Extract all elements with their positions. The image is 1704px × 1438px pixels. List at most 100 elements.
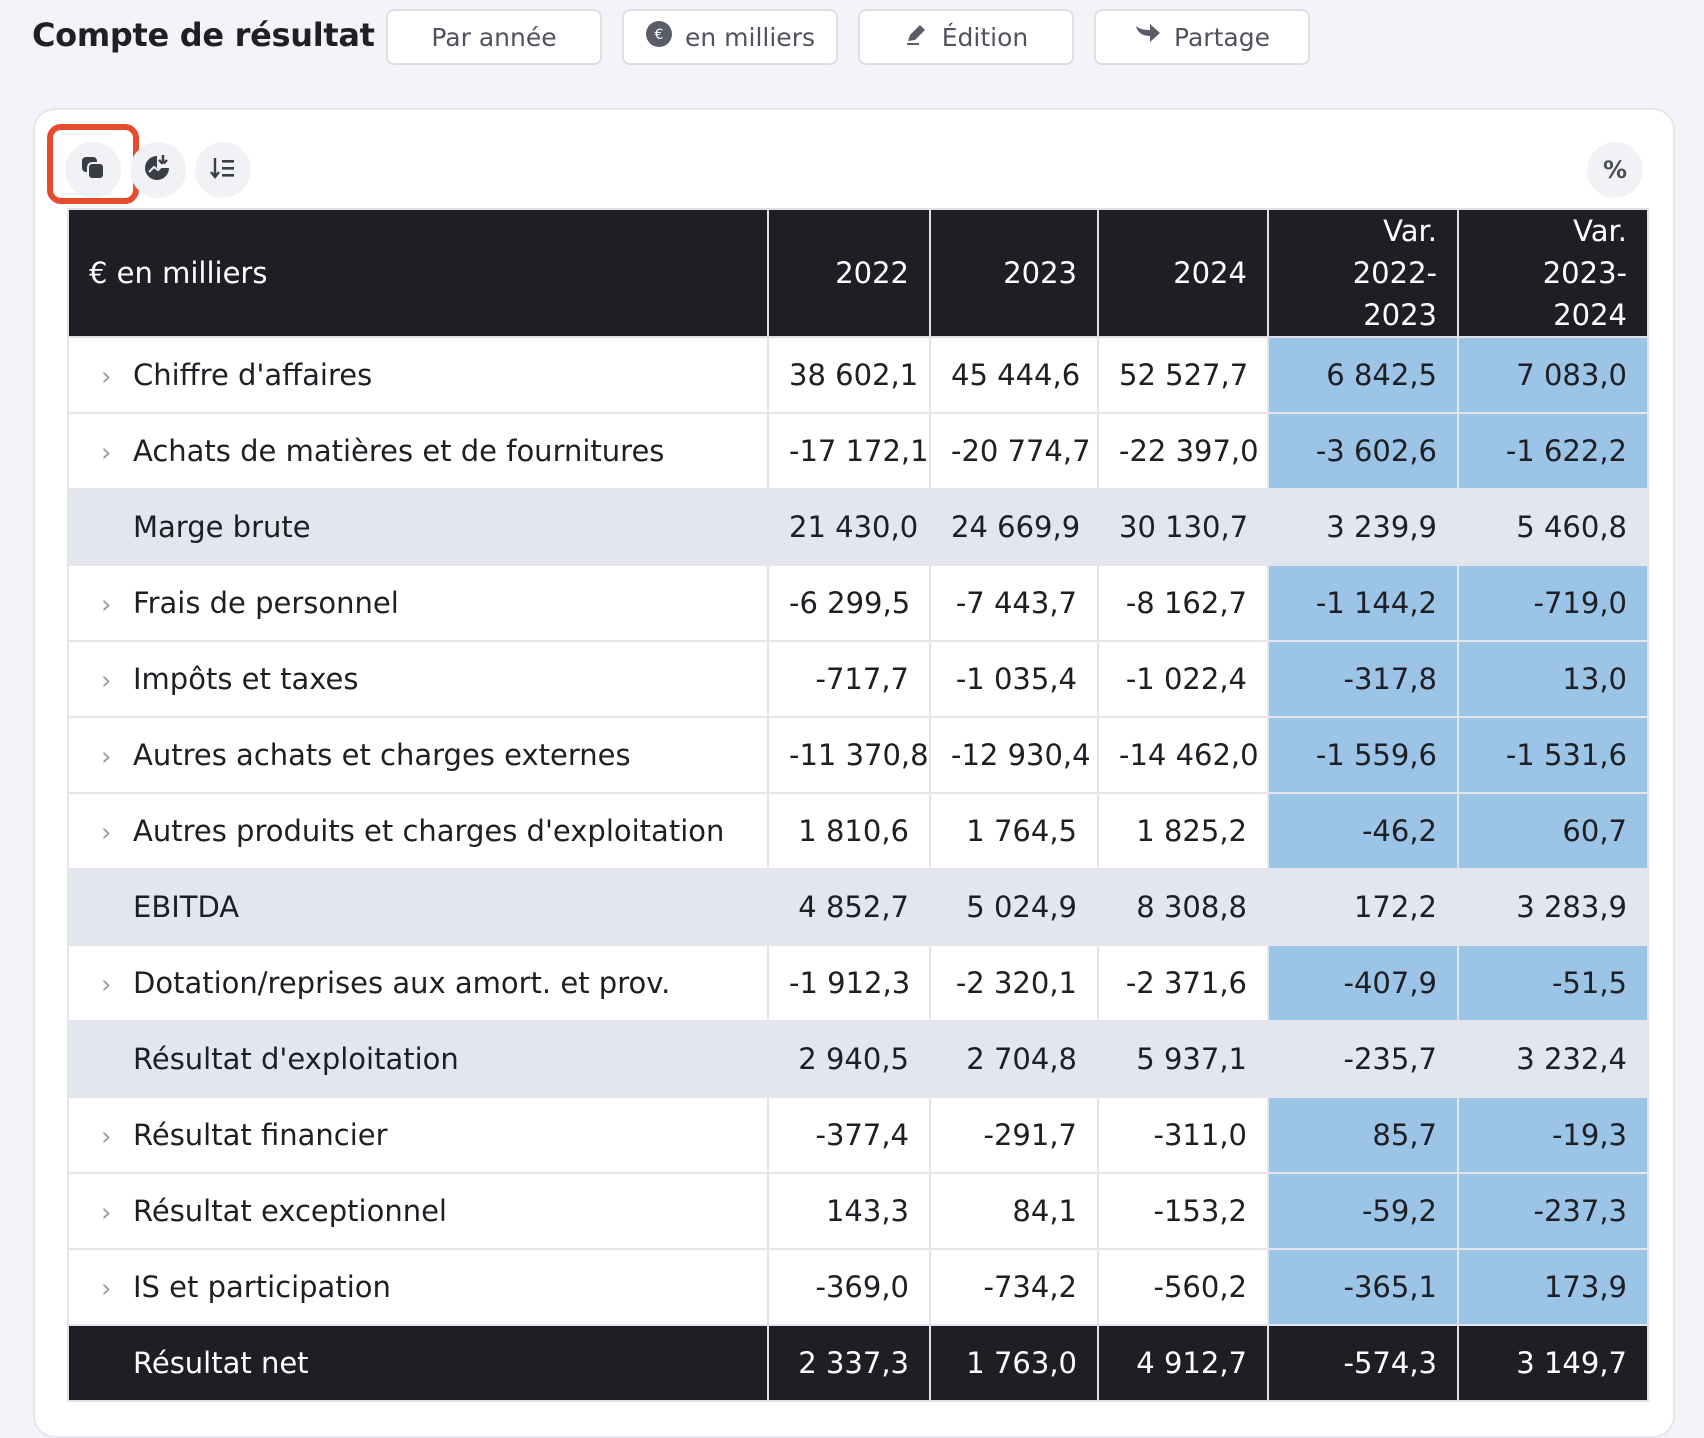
period-button-label: Par année: [431, 22, 557, 52]
variation-2023-2024: 3 232,4: [1457, 1020, 1649, 1098]
variation-2023-2024: 13,0: [1457, 640, 1649, 718]
row-label: Résultat financier: [133, 1118, 388, 1152]
income-statement-card: % € en milliers 2022 2023 2024 Var. 2022…: [33, 108, 1675, 1438]
variation-2022-2023: 172,2: [1267, 868, 1459, 946]
copy-button[interactable]: [65, 142, 121, 198]
value-2024: 30 130,7: [1097, 488, 1269, 566]
value-2023: -20 774,7: [929, 412, 1099, 490]
chevron-right-icon[interactable]: ›: [101, 1198, 112, 1228]
row-label: EBITDA: [133, 890, 240, 924]
chevron-right-icon[interactable]: ›: [101, 742, 112, 772]
period-button[interactable]: Par année: [386, 9, 602, 65]
column-header-var-2022-2023-line2: 2022-2023: [1352, 256, 1437, 332]
table-row[interactable]: › Résultat exceptionnel 143,3 84,1 -153,2…: [67, 1172, 1649, 1250]
row-label: Chiffre d'affaires: [133, 358, 373, 392]
table-row[interactable]: › Autres produits et charges d'exploitati…: [67, 792, 1649, 870]
variation-2022-2023: -574,3: [1267, 1324, 1459, 1402]
euro-coin-icon: €: [645, 20, 673, 54]
chart-download-button[interactable]: [130, 142, 186, 198]
row-label: Frais de personnel: [133, 586, 399, 620]
share-button-label: Partage: [1174, 22, 1270, 52]
value-2022: 4 852,7: [767, 868, 931, 946]
row-label-cell: Résultat d'exploitation: [67, 1020, 769, 1098]
income-statement-table: € en milliers 2022 2023 2024 Var. 2022-2…: [67, 208, 1649, 1402]
value-2024: 5 937,1: [1097, 1020, 1269, 1098]
row-label-cell: › Achats de matières et de fournitures: [67, 412, 769, 490]
variation-2023-2024: -19,3: [1457, 1096, 1649, 1174]
chevron-right-icon[interactable]: ›: [101, 590, 112, 620]
variation-2022-2023: -1 559,6: [1267, 716, 1459, 794]
variation-2022-2023: 85,7: [1267, 1096, 1459, 1174]
variation-2023-2024: 5 460,8: [1457, 488, 1649, 566]
variation-2022-2023: -59,2: [1267, 1172, 1459, 1250]
row-label: Résultat exceptionnel: [133, 1194, 447, 1228]
table-row[interactable]: › IS et participation -369,0 -734,2 -560,…: [67, 1248, 1649, 1326]
row-label: Autres produits et charges d'exploitatio…: [133, 814, 725, 848]
value-2022: -11 370,8: [767, 716, 931, 794]
value-2023: 45 444,6: [929, 336, 1099, 414]
table-row[interactable]: › Frais de personnel -6 299,5 -7 443,7 -8…: [67, 564, 1649, 642]
column-header-var-2022-2023: Var. 2022-2023: [1267, 208, 1459, 338]
variation-2022-2023: -1 144,2: [1267, 564, 1459, 642]
table-row[interactable]: › Dotation/reprises aux amort. et prov. -…: [67, 944, 1649, 1022]
chart-download-icon: [143, 153, 173, 187]
subtotal-row: Marge brute 21 430,0 24 669,9 30 130,7 3…: [67, 488, 1649, 566]
chevron-right-icon[interactable]: ›: [101, 970, 112, 1000]
variation-2023-2024: -237,3: [1457, 1172, 1649, 1250]
value-2023: -12 930,4: [929, 716, 1099, 794]
chevron-right-icon[interactable]: ›: [101, 1274, 112, 1304]
top-bar: Compte de résultat Par année € en millie…: [0, 0, 1704, 90]
percent-toggle-label: %: [1602, 156, 1628, 184]
page-title: Compte de résultat: [32, 16, 375, 54]
chevron-right-icon[interactable]: ›: [101, 818, 112, 848]
value-2024: 8 308,8: [1097, 868, 1269, 946]
column-header-var-2023-2024: Var. 2023-2024: [1457, 208, 1649, 338]
variation-2023-2024: 3 283,9: [1457, 868, 1649, 946]
value-2024: -2 371,6: [1097, 944, 1269, 1022]
chevron-right-icon[interactable]: ›: [101, 362, 112, 392]
share-button[interactable]: Partage: [1094, 9, 1310, 65]
edit-button[interactable]: Édition: [858, 9, 1074, 65]
value-2023: -1 035,4: [929, 640, 1099, 718]
row-label: Dotation/reprises aux amort. et prov.: [133, 966, 671, 1000]
row-label: Résultat net: [133, 1346, 309, 1380]
value-2024: -8 162,7: [1097, 564, 1269, 642]
value-2022: -6 299,5: [767, 564, 931, 642]
row-label-cell: › Autres achats et charges externes: [67, 716, 769, 794]
chevron-right-icon[interactable]: ›: [101, 1122, 112, 1152]
column-header-label: € en milliers: [67, 208, 769, 338]
value-2022: -377,4: [767, 1096, 931, 1174]
table-row[interactable]: › Impôts et taxes -717,7 -1 035,4 -1 022,…: [67, 640, 1649, 718]
table-row[interactable]: › Résultat financier -377,4 -291,7 -311,0…: [67, 1096, 1649, 1174]
sort-button[interactable]: [195, 142, 251, 198]
value-2023: 1 763,0: [929, 1324, 1099, 1402]
value-2022: 1 810,6: [767, 792, 931, 870]
column-header-2023: 2023: [929, 208, 1099, 338]
table-row[interactable]: › Autres achats et charges externes -11 3…: [67, 716, 1649, 794]
row-label: Impôts et taxes: [133, 662, 359, 696]
value-2023: 84,1: [929, 1172, 1099, 1250]
table-row[interactable]: › Achats de matières et de fournitures -1…: [67, 412, 1649, 490]
unit-button-label: en milliers: [685, 22, 815, 52]
variation-2023-2024: -1 622,2: [1457, 412, 1649, 490]
subtotal-row: EBITDA 4 852,7 5 024,9 8 308,8 172,2 3 2…: [67, 868, 1649, 946]
chevron-right-icon[interactable]: ›: [101, 666, 112, 696]
chevron-right-icon[interactable]: ›: [101, 438, 112, 468]
variation-2023-2024: 7 083,0: [1457, 336, 1649, 414]
variation-2022-2023: -317,8: [1267, 640, 1459, 718]
row-label: Autres achats et charges externes: [133, 738, 631, 772]
value-2022: -717,7: [767, 640, 931, 718]
row-label-cell: › Résultat financier: [67, 1096, 769, 1174]
variation-2022-2023: -46,2: [1267, 792, 1459, 870]
unit-button[interactable]: € en milliers: [622, 9, 838, 65]
table-header-row: € en milliers 2022 2023 2024 Var. 2022-2…: [67, 208, 1649, 338]
value-2024: 4 912,7: [1097, 1324, 1269, 1402]
percent-toggle[interactable]: %: [1587, 142, 1643, 198]
total-row: Résultat net 2 337,3 1 763,0 4 912,7 -57…: [67, 1324, 1649, 1402]
sort-list-icon: [209, 155, 237, 185]
row-label-cell: Marge brute: [67, 488, 769, 566]
value-2022: -17 172,1: [767, 412, 931, 490]
table-row[interactable]: › Chiffre d'affaires 38 602,1 45 444,6 52…: [67, 336, 1649, 414]
variation-2023-2024: -719,0: [1457, 564, 1649, 642]
variation-2023-2024: 60,7: [1457, 792, 1649, 870]
